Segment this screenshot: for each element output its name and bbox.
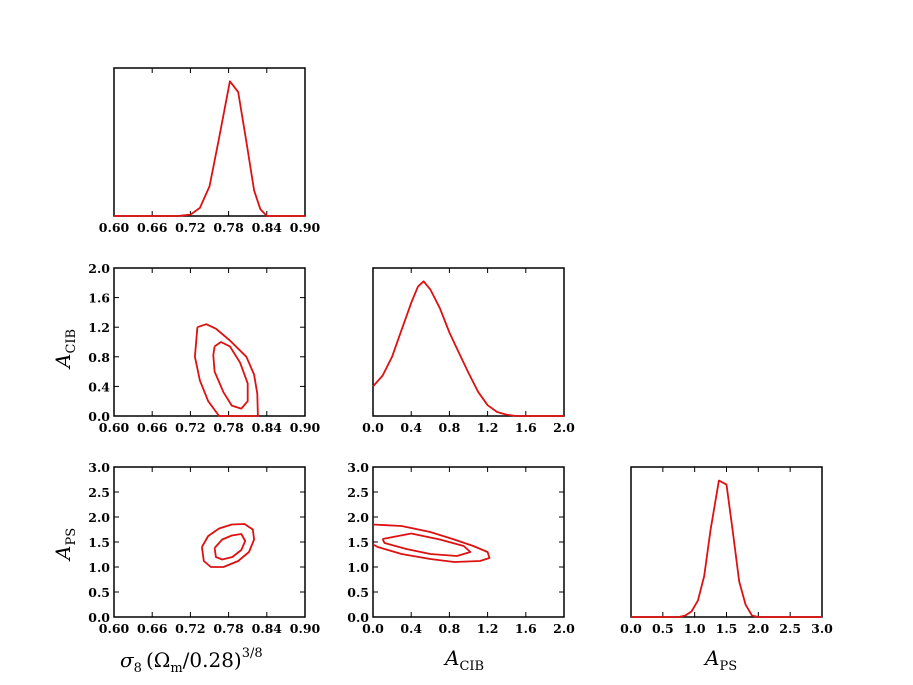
- x-tick-label: 1.2: [477, 420, 499, 435]
- x-tick-label: 0.60: [99, 220, 130, 235]
- y-tick-label: 1.6: [88, 291, 110, 306]
- y-tick-label: 0.0: [88, 610, 110, 625]
- y-tick-label: 0.8: [88, 350, 110, 365]
- y-tick-label: 0.0: [88, 409, 110, 424]
- y-tick-label: 0.5: [347, 585, 369, 600]
- marginal-curve: [631, 479, 822, 618]
- panel-sigma8-vs-APS: 0.60 0.66 0.72 0.78 0.84 0.90 0.0 0.5 1.0 1.5 2.0 2…: [88, 460, 320, 636]
- x-tick-label: 1.6: [515, 420, 537, 435]
- x-tick-label: 0.84: [252, 621, 283, 636]
- x-tick-label: 3.0: [811, 621, 833, 636]
- x-tick-label: 1.2: [477, 621, 499, 636]
- x-tick-label: 2.5: [779, 621, 801, 636]
- y-tick-label: 2.0: [347, 510, 369, 525]
- x-tick-label: 0.60: [99, 420, 130, 435]
- x-tick-label: 0.66: [137, 420, 168, 435]
- x-tick-label: 0.90: [290, 220, 321, 235]
- x-tick-label: 0.78: [213, 621, 244, 636]
- panel-frame: [113, 267, 306, 417]
- marginal-curve: [372, 280, 564, 417]
- x-tick-label: 0.78: [213, 420, 244, 435]
- contour-68: [381, 532, 472, 557]
- y-tick-label: 2.5: [347, 485, 369, 500]
- x-tick-label: 0.0: [362, 621, 384, 636]
- panel-frame: [113, 67, 306, 217]
- marginal-curve: [114, 80, 305, 217]
- y-tick-label: 2.0: [88, 261, 110, 276]
- x-tick-label: 0.84: [252, 420, 283, 435]
- x-tick-label: 0.66: [137, 621, 168, 636]
- panel-sigma8-vs-ACIB: 0.60 0.66 0.72 0.78 0.84 0.90 0.0 0.4 0.8 1.2 1.6 2…: [88, 261, 320, 435]
- panel-frame: [372, 267, 565, 417]
- y-tick-label: 1.0: [88, 560, 110, 575]
- y-tick-label: 0.5: [88, 585, 110, 600]
- contour-68: [212, 341, 249, 410]
- x-tick-label: 1.0: [684, 621, 706, 636]
- x-tick-label: 0.90: [290, 621, 321, 636]
- x-tick-label: 0.60: [99, 621, 130, 636]
- x-tick-label: 0.84: [252, 220, 283, 235]
- x-tick-label: 0.8: [439, 420, 461, 435]
- panel-APS-marginal: 0.0 0.5 1.0 1.5 2.0 2.5 3.0: [620, 466, 833, 636]
- x-tick-label: 0.0: [620, 621, 642, 636]
- x-tick-label: 0.0: [362, 420, 384, 435]
- xlabel-acib: ACIB: [443, 646, 484, 674]
- y-tick-label: 0.0: [347, 610, 369, 625]
- y-tick-label: 3.0: [88, 460, 110, 475]
- x-tick-label: 0.72: [175, 420, 205, 435]
- x-tick-label: 0.66: [137, 220, 168, 235]
- y-tick-label: 3.0: [347, 460, 369, 475]
- y-tick-label: 1.0: [347, 560, 369, 575]
- ylabel-acib: ACIB: [51, 329, 79, 370]
- x-tick-label: 0.5: [652, 621, 674, 636]
- xlabel-sigma8: σ8 (Ωm/0.28)3/8: [120, 646, 263, 676]
- y-tick-label: 0.4: [88, 379, 110, 394]
- y-tick-label: 2.0: [88, 510, 110, 525]
- x-tick-label: 0.8: [439, 621, 461, 636]
- y-tick-label: 1.2: [88, 320, 110, 335]
- x-tick-label: 2.0: [747, 621, 769, 636]
- panel-frame: [113, 466, 306, 618]
- panel-frame: [372, 466, 565, 618]
- x-tick-label: 0.78: [213, 220, 244, 235]
- contour-68: [213, 533, 247, 561]
- ylabel-aps: APS: [51, 528, 79, 562]
- x-tick-label: 1.6: [515, 621, 537, 636]
- panel-ACIB-vs-APS: 0.0 0.4 0.8 1.2 1.6 2.0 0.0 0.5 1.0 1.5 2.0 2.5 3.0: [347, 460, 575, 636]
- y-tick-label: 2.5: [88, 485, 110, 500]
- panel-ACIB-marginal: 0.0 0.4 0.8 1.2 1.6 2.0: [362, 267, 575, 435]
- x-tick-label: 0.90: [290, 420, 321, 435]
- y-tick-label: 1.5: [347, 535, 369, 550]
- contour-95: [194, 323, 259, 417]
- panel-sigma8-marginal: 0.60 0.66 0.72 0.78 0.84 0.90: [99, 67, 321, 235]
- x-tick-label: 1.5: [716, 621, 738, 636]
- contour-95: [201, 523, 255, 568]
- contour-95: [372, 523, 491, 563]
- x-tick-label: 0.4: [400, 621, 422, 636]
- y-tick-label: 1.5: [88, 535, 110, 550]
- x-tick-label: 0.72: [175, 220, 205, 235]
- x-tick-label: 2.0: [553, 621, 575, 636]
- xlabel-aps: APS: [703, 646, 737, 674]
- x-tick-label: 2.0: [553, 420, 575, 435]
- x-tick-label: 0.4: [400, 420, 422, 435]
- x-tick-label: 0.72: [175, 621, 205, 636]
